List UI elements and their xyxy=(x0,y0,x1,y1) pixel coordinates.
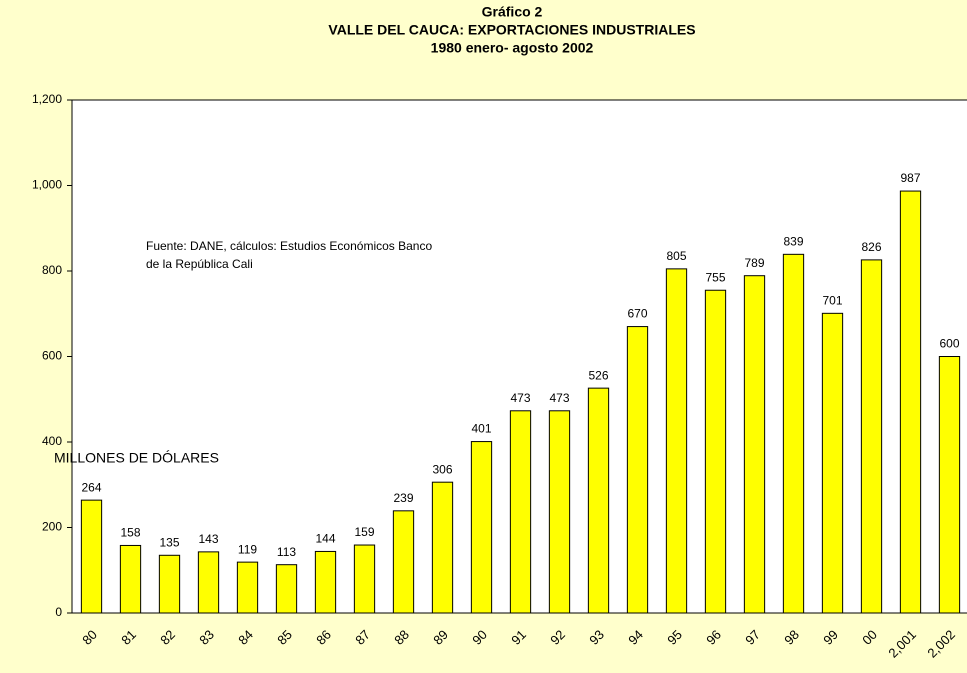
data-label: 135 xyxy=(159,535,179,549)
bar xyxy=(470,441,493,614)
bar xyxy=(197,551,220,614)
bar xyxy=(353,544,376,614)
data-label: 159 xyxy=(354,525,374,539)
chart-title: VALLE DEL CAUCA: EXPORTACIONES INDUSTRIA… xyxy=(328,22,695,38)
bar xyxy=(158,554,181,614)
bar xyxy=(80,499,103,614)
chart-title: Gráfico 2 xyxy=(482,4,543,20)
annotation: de la República Cali xyxy=(146,257,253,271)
y-tick-label: 0 xyxy=(55,605,62,619)
data-label: 264 xyxy=(81,480,101,494)
data-label: 789 xyxy=(744,256,764,270)
data-label: 526 xyxy=(588,368,608,382)
bar xyxy=(938,356,961,614)
data-label: 119 xyxy=(238,542,257,556)
bar xyxy=(275,564,298,614)
bar xyxy=(587,387,610,614)
y-tick-label: 200 xyxy=(42,520,62,534)
data-label: 600 xyxy=(939,337,959,351)
bar xyxy=(236,561,259,614)
bar xyxy=(509,410,532,614)
bar xyxy=(860,259,883,614)
bar xyxy=(392,510,415,614)
data-label: 670 xyxy=(627,307,647,321)
data-label: 473 xyxy=(549,391,569,405)
data-label: 755 xyxy=(705,270,725,284)
y-tick-label: 1,000 xyxy=(32,178,62,192)
bar xyxy=(431,481,454,614)
data-label: 158 xyxy=(120,526,140,540)
y-tick-label: 1,200 xyxy=(32,92,62,106)
bar xyxy=(743,275,766,614)
data-label: 473 xyxy=(510,391,530,405)
y-tick-label: 800 xyxy=(42,263,62,277)
data-label: 306 xyxy=(432,462,452,476)
y-tick-label: 600 xyxy=(42,349,62,363)
data-label: 701 xyxy=(822,293,842,307)
data-label: 143 xyxy=(198,532,218,546)
data-label: 113 xyxy=(277,545,296,559)
bar xyxy=(665,268,688,614)
bar xyxy=(119,544,142,614)
data-label: 826 xyxy=(861,240,881,254)
data-label: 839 xyxy=(783,234,803,248)
bar xyxy=(314,550,337,614)
annotation: Fuente: DANE, cálculos: Estudios Económi… xyxy=(146,239,432,253)
data-label: 401 xyxy=(471,422,491,436)
y-axis-label: MILLONES DE DÓLARES xyxy=(54,450,219,466)
y-tick-label: 400 xyxy=(42,434,62,448)
data-label: 987 xyxy=(900,171,920,185)
bar xyxy=(899,190,922,614)
data-label: 144 xyxy=(315,532,335,546)
chart-title: 1980 enero- agosto 2002 xyxy=(431,40,594,56)
bar xyxy=(782,253,805,614)
bar xyxy=(704,289,727,614)
data-label: 239 xyxy=(393,491,413,505)
bar xyxy=(626,326,649,614)
data-label: 805 xyxy=(666,249,686,263)
bar xyxy=(821,312,844,614)
bar xyxy=(548,410,571,614)
